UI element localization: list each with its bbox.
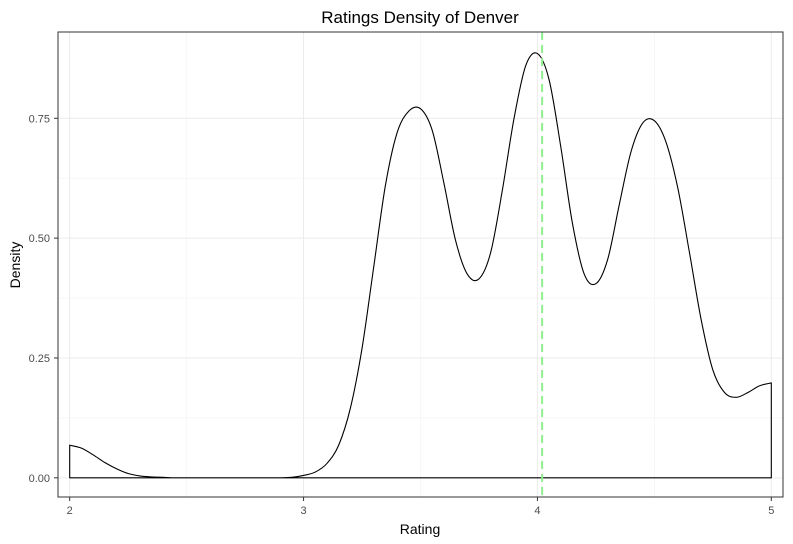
panel-border xyxy=(57,31,784,498)
y-tick-label: 0.50 xyxy=(29,233,50,245)
x-tick-label: 4 xyxy=(534,505,540,517)
y-axis-title: Density xyxy=(7,242,23,289)
data-layer xyxy=(69,32,772,497)
x-tick-label: 5 xyxy=(768,505,774,517)
x-tick-label: 2 xyxy=(67,505,73,517)
y-tick-label: 0.25 xyxy=(29,353,50,365)
x-axis-title: Rating xyxy=(400,521,440,537)
y-tick-label: 0.00 xyxy=(29,473,50,485)
axis-layer: 2 3 4 5 0.00 0.25 0.50 0.75 xyxy=(29,113,775,517)
density-area-series-0 xyxy=(69,52,772,479)
chart-title: Ratings Density of Denver xyxy=(321,8,519,27)
x-tick-label: 3 xyxy=(301,505,307,517)
y-tick-label: 0.75 xyxy=(29,113,50,125)
